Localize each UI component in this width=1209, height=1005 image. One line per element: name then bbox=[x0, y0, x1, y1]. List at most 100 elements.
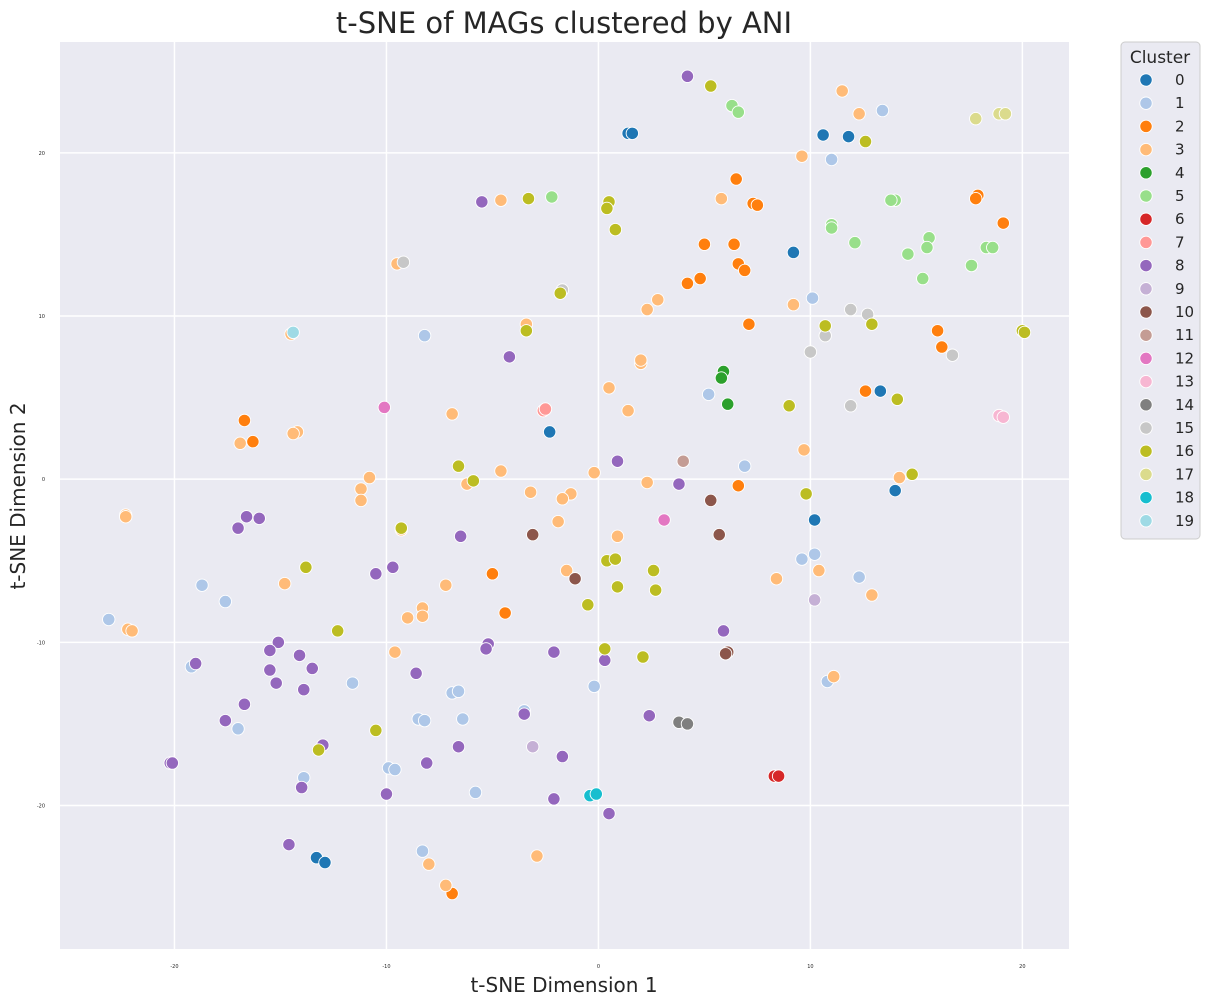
data-point-cluster-1 bbox=[824, 152, 839, 167]
legend-label-cluster-13: 13 bbox=[1175, 373, 1194, 391]
data-point-cluster-5 bbox=[916, 271, 930, 286]
data-point-cluster-8 bbox=[680, 69, 695, 83]
data-point-cluster-8 bbox=[598, 653, 612, 667]
data-point-cluster-8 bbox=[263, 643, 277, 658]
legend-marker-cluster-19 bbox=[1139, 514, 1153, 528]
legend-label-cluster-11: 11 bbox=[1175, 326, 1194, 344]
x-tick-label: -10 bbox=[382, 964, 390, 970]
x-tick-label: 0 bbox=[597, 964, 600, 970]
data-point-cluster-15 bbox=[844, 302, 858, 317]
data-point-cluster-9 bbox=[526, 740, 540, 754]
tick-labels: -20 -10 0 10 20 -20 -10 0 10 20 bbox=[37, 151, 1026, 970]
data-point-cluster-5 bbox=[824, 221, 839, 235]
data-point-cluster-2 bbox=[738, 263, 752, 278]
data-point-cluster-16 bbox=[299, 560, 313, 574]
legend-marker-cluster-4 bbox=[1139, 166, 1153, 180]
data-point-cluster-16 bbox=[799, 487, 813, 501]
legend-label-cluster-18: 18 bbox=[1175, 489, 1194, 507]
data-point-cluster-16 bbox=[818, 319, 832, 333]
data-point-cluster-3 bbox=[494, 193, 508, 207]
legend-marker-cluster-6 bbox=[1139, 212, 1153, 226]
data-point-cluster-1 bbox=[417, 713, 432, 728]
legend-marker-cluster-10 bbox=[1139, 305, 1153, 319]
data-point-cluster-8 bbox=[672, 477, 686, 491]
data-point-cluster-11 bbox=[676, 454, 690, 468]
legend-label-cluster-5: 5 bbox=[1175, 187, 1185, 205]
data-point-cluster-15 bbox=[803, 345, 818, 359]
data-point-cluster-17 bbox=[998, 107, 1013, 121]
data-point-cluster-16 bbox=[394, 521, 408, 535]
data-point-cluster-3 bbox=[795, 149, 809, 163]
data-point-cluster-3 bbox=[400, 611, 415, 625]
data-point-cluster-3 bbox=[865, 588, 879, 602]
data-point-cluster-3 bbox=[523, 485, 538, 499]
data-point-cluster-2 bbox=[246, 435, 260, 449]
data-point-cluster-16 bbox=[331, 624, 345, 638]
legend-marker-cluster-14 bbox=[1139, 398, 1153, 412]
data-point-cluster-8 bbox=[297, 682, 311, 697]
data-point-cluster-8 bbox=[292, 648, 307, 663]
data-point-cluster-1 bbox=[468, 785, 483, 800]
data-point-cluster-8 bbox=[305, 661, 319, 676]
data-point-cluster-3 bbox=[119, 510, 133, 524]
data-point-cluster-16 bbox=[636, 650, 650, 664]
data-point-cluster-3 bbox=[362, 470, 377, 485]
data-point-cluster-8 bbox=[642, 709, 656, 723]
data-points bbox=[102, 69, 1032, 901]
data-point-cluster-0 bbox=[816, 128, 830, 142]
chart-title: t-SNE of MAGs clustered by ANI bbox=[336, 6, 792, 40]
data-point-cluster-8 bbox=[189, 656, 203, 671]
data-point-cluster-3 bbox=[445, 407, 459, 421]
data-point-cluster-3 bbox=[587, 466, 601, 480]
legend-label-cluster-17: 17 bbox=[1175, 465, 1194, 483]
data-point-cluster-16 bbox=[581, 598, 595, 612]
data-point-cluster-16 bbox=[451, 459, 466, 473]
data-point-cluster-18 bbox=[589, 787, 603, 801]
legend-label-cluster-14: 14 bbox=[1175, 396, 1194, 414]
legend-label-cluster-7: 7 bbox=[1175, 233, 1185, 251]
data-point-cluster-16 bbox=[704, 79, 718, 93]
data-point-cluster-1 bbox=[415, 844, 430, 858]
y-tick-label: -20 bbox=[37, 803, 45, 809]
data-point-cluster-3 bbox=[354, 493, 368, 508]
data-point-cluster-16 bbox=[905, 467, 919, 481]
data-point-cluster-8 bbox=[602, 806, 616, 821]
y-tick-label: -10 bbox=[37, 640, 45, 646]
grid-lines bbox=[60, 42, 1069, 949]
data-point-cluster-1 bbox=[417, 328, 432, 343]
data-point-cluster-2 bbox=[697, 237, 712, 251]
data-point-cluster-8 bbox=[239, 510, 254, 524]
data-point-cluster-1 bbox=[805, 291, 820, 305]
data-point-cluster-15 bbox=[945, 348, 960, 362]
data-point-cluster-1 bbox=[102, 612, 116, 627]
data-point-cluster-16 bbox=[890, 392, 904, 406]
legend-marker-cluster-9 bbox=[1139, 282, 1153, 296]
data-point-cluster-12 bbox=[657, 513, 671, 527]
data-point-cluster-7 bbox=[538, 402, 553, 416]
data-point-cluster-16 bbox=[598, 642, 612, 656]
data-point-cluster-0 bbox=[873, 384, 887, 398]
data-point-cluster-14 bbox=[680, 717, 695, 731]
data-point-cluster-16 bbox=[600, 201, 614, 216]
data-point-cluster-16 bbox=[608, 222, 623, 237]
data-point-cluster-5 bbox=[848, 235, 862, 250]
legend-label-cluster-0: 0 bbox=[1175, 71, 1185, 89]
data-point-cluster-10 bbox=[718, 647, 733, 661]
legend-label-cluster-16: 16 bbox=[1175, 442, 1194, 460]
legend-marker-cluster-13 bbox=[1139, 374, 1153, 389]
data-point-cluster-16 bbox=[466, 474, 481, 488]
data-point-cluster-16 bbox=[519, 324, 533, 338]
data-point-cluster-16 bbox=[1017, 325, 1032, 340]
data-point-cluster-2 bbox=[935, 340, 949, 354]
data-point-cluster-10 bbox=[568, 572, 582, 586]
data-point-cluster-16 bbox=[369, 723, 383, 738]
legend-marker-cluster-7 bbox=[1139, 235, 1153, 250]
data-point-cluster-2 bbox=[742, 317, 756, 331]
data-point-cluster-17 bbox=[969, 112, 983, 126]
data-point-cluster-2 bbox=[498, 606, 512, 620]
data-point-cluster-8 bbox=[716, 624, 731, 638]
y-tick-label: 0 bbox=[42, 477, 45, 483]
data-point-cluster-5 bbox=[545, 190, 559, 204]
data-point-cluster-6 bbox=[771, 769, 786, 783]
